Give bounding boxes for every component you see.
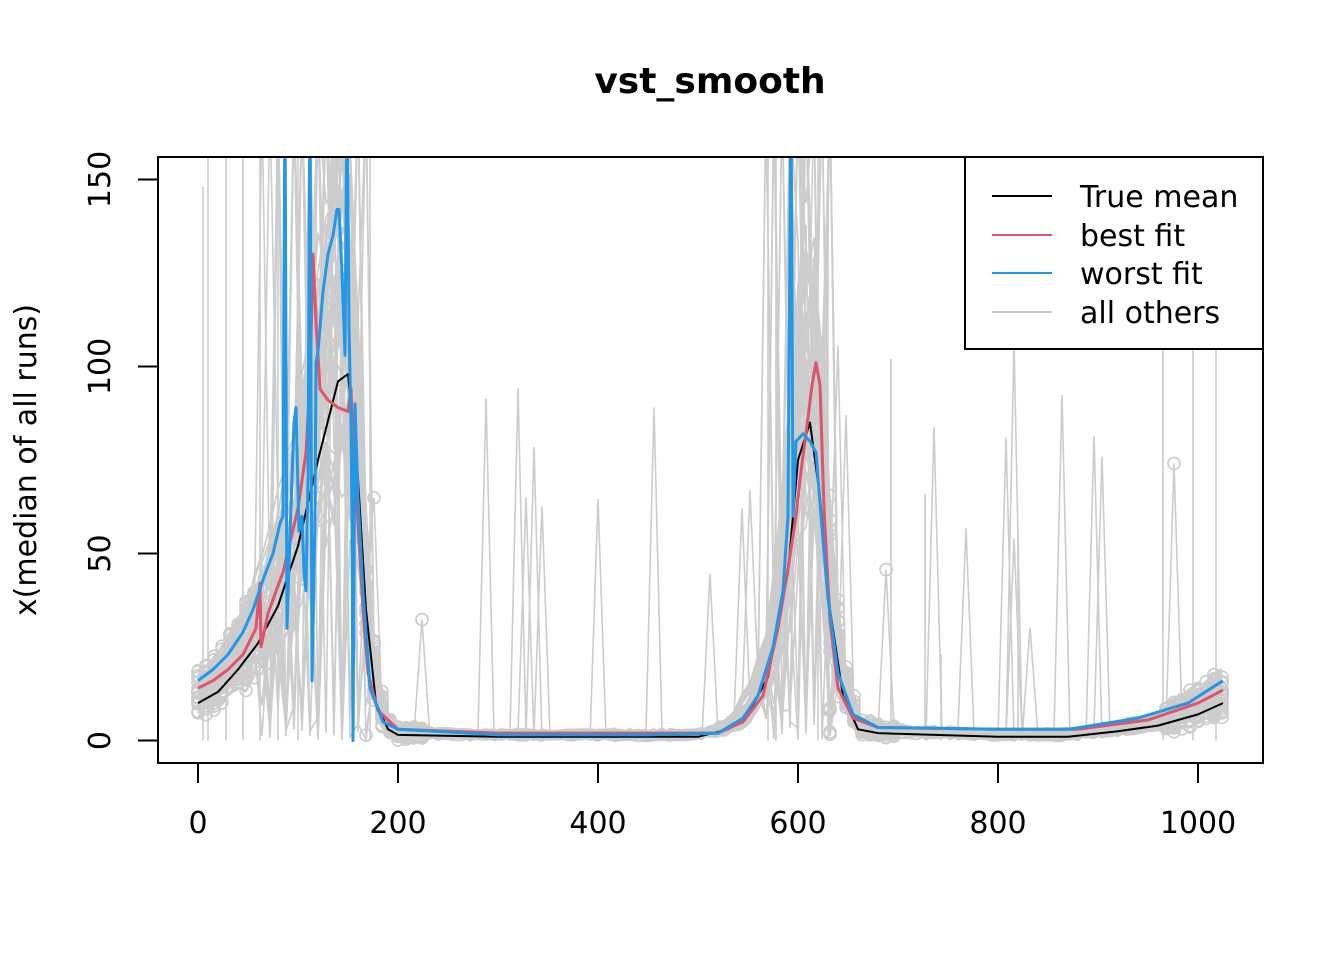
legend-label-all-others: all others (1080, 296, 1220, 331)
other-run-point (360, 99, 372, 111)
legend-label-true-mean: True mean (1079, 180, 1238, 215)
x-tick-label: 1000 (1160, 806, 1236, 841)
y-axis-label: x(median of all runs) (9, 304, 44, 616)
y-axis: 0 50 100 150 (83, 151, 159, 750)
other-run-point (360, 99, 372, 111)
other-run-point (1207, 678, 1221, 693)
x-tick-label: 400 (569, 806, 626, 841)
y-tick-label: 50 (83, 534, 118, 572)
other-run-point (231, 617, 245, 632)
other-run-point (824, 99, 836, 111)
other-run-point (1199, 705, 1213, 719)
other-run-point (215, 695, 229, 710)
y-tick-label: 150 (83, 151, 118, 208)
x-tick-label: 0 (188, 806, 207, 841)
other-run-line (197, 157, 1223, 736)
other-run-point (824, 99, 836, 111)
x-axis: 0 200 400 600 800 1000 (188, 762, 1236, 841)
other-run-point (1175, 697, 1189, 712)
other-run-point (223, 674, 237, 689)
x-tick-label: 600 (769, 806, 826, 841)
other-run-point (215, 676, 229, 691)
other-run-line (197, 157, 1223, 739)
y-tick-label: 100 (83, 338, 118, 395)
x-tick-label: 800 (969, 806, 1026, 841)
other-run-point (1191, 707, 1205, 721)
legend-label-best-fit: best fit (1080, 219, 1185, 254)
legend: True mean best fit worst fit all others (964, 156, 1264, 350)
chart-title: vst_smooth (594, 61, 825, 102)
legend-box (964, 156, 1264, 350)
y-tick-label: 0 (83, 731, 118, 750)
other-run-point (824, 99, 836, 111)
series-group (197, 157, 1224, 743)
x-tick-label: 200 (369, 806, 426, 841)
series-worst-fit (197, 157, 1224, 743)
other-run-point (199, 690, 213, 705)
legend-label-worst-fit: worst fit (1080, 257, 1203, 292)
